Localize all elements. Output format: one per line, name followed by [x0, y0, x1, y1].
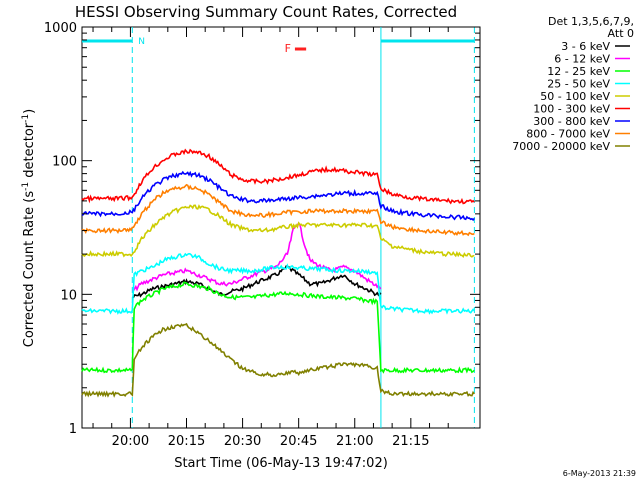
- footer-stamp: 6-May-2013 21:39: [563, 469, 636, 478]
- x-tick-label: 20:30: [224, 434, 261, 449]
- plot-frame: [81, 26, 481, 429]
- legend-label: 25 - 50 keV: [547, 78, 610, 91]
- y-axis-label-sup2: -1: [21, 114, 31, 123]
- y-tick-label: 100: [52, 155, 77, 170]
- y-axis-label-end: ): [22, 109, 37, 114]
- chart-title: HESSI Observing Summary Count Rates, Cor…: [75, 3, 457, 21]
- legend-header-line1: Det 1,3,5,6,7,9,: [548, 15, 634, 28]
- legend-label: 300 - 800 keV: [533, 115, 610, 128]
- x-tick-label: 21:15: [392, 434, 429, 449]
- x-tick-label: 20:00: [112, 434, 149, 449]
- y-tick-label: 1: [69, 422, 77, 437]
- series-line-100-300keV: [81, 148, 475, 205]
- series-line-800-7000keV: [81, 183, 475, 237]
- series-line-300-800keV: [81, 170, 476, 222]
- y-tick-label: 1000: [44, 21, 77, 36]
- legend-label: 12 - 25 keV: [547, 65, 610, 78]
- x-tick-label: 21:00: [336, 434, 373, 449]
- y-axis-label-mid: detector: [22, 122, 37, 182]
- legend-header-line2: Att 0: [608, 27, 634, 40]
- series-line-12-25keV: [81, 281, 475, 374]
- legend-label: 7000 - 20000 keV: [512, 140, 610, 153]
- y-axis-label: Corrected Count Rate (s-1 detector-1): [21, 109, 37, 347]
- y-axis-label-sup1: -1: [21, 182, 31, 191]
- series-line-25-50keV: [81, 252, 476, 315]
- legend-label: 100 - 300 keV: [533, 103, 610, 116]
- x-tick-label: 20:15: [168, 434, 205, 449]
- marker-n-label: N: [138, 37, 145, 47]
- legend-label: 3 - 6 keV: [561, 40, 610, 53]
- legend-label: 50 - 100 keV: [540, 90, 610, 103]
- x-tick-label: 20:45: [280, 434, 317, 449]
- legend-label: 800 - 7000 keV: [526, 128, 610, 141]
- plot-axes: [81, 26, 481, 429]
- series-line-7000-20000keV: [81, 322, 476, 398]
- axis-ticks: 1 10 100 1000 20:00 20:15 20:30 20:45 21:00 21:15: [44, 21, 480, 449]
- marker-f-label: F: [285, 42, 291, 55]
- legend-label: 6 - 12 keV: [554, 53, 610, 66]
- series-line-50-100keV: [81, 204, 475, 259]
- y-tick-label: 10: [60, 288, 77, 303]
- y-axis-label-main: Corrected Count Rate (s: [22, 191, 37, 348]
- series-lines: [81, 148, 476, 398]
- x-axis-label: Start Time (06-May-13 19:47:02): [174, 456, 388, 471]
